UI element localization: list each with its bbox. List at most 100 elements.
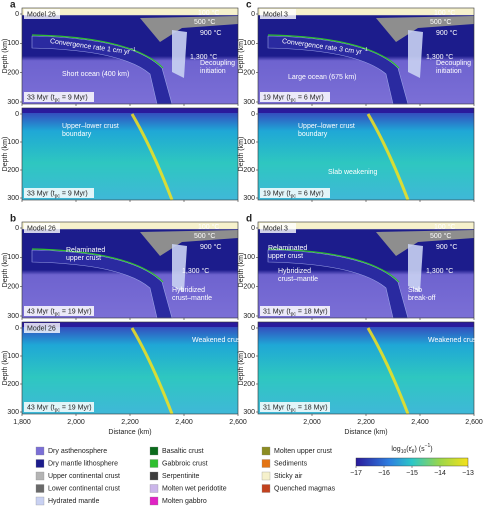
- text-part: = 6 Myr): [296, 94, 324, 101]
- text-part: 33 Myr (t: [27, 94, 55, 101]
- text-part: break-off: [408, 295, 436, 302]
- y-axis-label: Depth (km): [2, 351, 9, 386]
- y-tick-label: 100: [243, 40, 255, 47]
- legend-swatch: [261, 459, 271, 468]
- legend-label: Basaltic crust: [162, 448, 204, 455]
- legend-label: Sticky air: [274, 473, 303, 480]
- text-part: 10: [401, 449, 407, 455]
- x-tick-label: 2,600: [229, 419, 247, 426]
- panel: 0 100 200 300 Depth (km) 19 Myr (tpc = 6 Myr)…: [238, 107, 475, 202]
- shear-zone: [366, 113, 410, 201]
- text-part: 1,300 °C: [182, 267, 209, 275]
- annotation: Hybridized crust–mantle: [172, 287, 212, 302]
- x-axis-label: Distance (km): [108, 429, 151, 436]
- text-part: crust–mantle: [172, 295, 212, 302]
- panel: 0 100 200 300 Depth (km) 33 Myr (tpc = 9 Myr)…: [2, 107, 239, 202]
- x-tick-label: 2,200: [357, 419, 375, 426]
- model-label: Model 26: [27, 225, 56, 232]
- annotation: Upper–lower crust boundary: [62, 123, 119, 138]
- panel: 0 100 200 300 Depth (km) 2,000 2,200 2,400 2,600…: [238, 321, 483, 436]
- text-part: 500 °C: [194, 18, 215, 26]
- y-tick-label: 100: [7, 353, 19, 360]
- text-part: 900 °C: [436, 29, 457, 37]
- annotation: 100 °C: [434, 9, 455, 17]
- hydrated-mantle: [172, 244, 187, 292]
- y-tick-label: 100: [7, 254, 19, 261]
- text-part: pc: [291, 312, 297, 318]
- legend-swatch: [149, 459, 159, 468]
- y-tick-label: 300: [243, 313, 255, 320]
- y-axis-label: Depth (km): [238, 351, 245, 386]
- legend-swatch: [261, 484, 271, 493]
- text-part: = 9 Myr): [60, 190, 88, 197]
- text-part: Decoupling: [200, 60, 235, 67]
- model-label: Model 26: [27, 325, 56, 332]
- annotation: 1,300 °C: [426, 267, 453, 275]
- legend-swatch: [35, 459, 45, 468]
- y-tick-label: 100: [243, 139, 255, 146]
- text-part: = 18 Myr): [296, 308, 328, 315]
- text-part: = 9 Myr): [60, 94, 88, 101]
- text-part: = 19 Myr): [60, 308, 92, 315]
- annotation: 500 °C: [430, 18, 451, 26]
- basaltic-crust: [31, 248, 164, 283]
- legend-swatch: [149, 446, 159, 456]
- annotation: 1,300 °C: [426, 53, 453, 61]
- annotation: 500 °C: [194, 18, 215, 26]
- time-label: 33 Myr (tpc = 9 Myr): [27, 190, 88, 199]
- legend-swatch: [149, 484, 159, 493]
- text-part: Large ocean (675 km): [288, 74, 356, 81]
- legend-label: Molten upper crust: [274, 448, 332, 455]
- text-part: 500 °C: [430, 232, 451, 240]
- y-tick-label: 200: [243, 167, 255, 174]
- y-axis-label: Depth (km): [238, 253, 245, 288]
- x-tick-label: 2,600: [465, 419, 483, 426]
- text-part: 100 °C: [434, 223, 455, 231]
- legend-label: Sediments: [274, 460, 308, 467]
- time-label: 19 Myr (tpc = 6 Myr): [263, 190, 324, 199]
- text-part: Weakened crust: [192, 337, 243, 344]
- time-box: [24, 92, 94, 102]
- annotation: 100 °C: [434, 223, 455, 231]
- y-axis-label: Depth (km): [2, 253, 9, 288]
- y-tick-label: 300: [243, 99, 255, 106]
- text-part: = 19 Myr): [60, 404, 92, 411]
- x-axis-label: Distance (km): [344, 429, 387, 436]
- annotation: 900 °C: [436, 29, 457, 37]
- text-part: 900 °C: [200, 29, 221, 37]
- panel-label: b: [10, 214, 16, 225]
- text-part: 500 °C: [430, 18, 451, 26]
- model-box: [24, 323, 60, 333]
- annotation: Decoupling initiation: [200, 60, 235, 75]
- annotation: 900 °C: [200, 29, 221, 37]
- text-part: pc: [55, 312, 61, 318]
- text-part: Slab: [408, 287, 422, 294]
- text-part: Relaminated: [66, 247, 105, 254]
- text-part: Upper–lower crust: [62, 123, 119, 130]
- time-label: 33 Myr (tpc = 9 Myr): [27, 94, 88, 103]
- shear-zone: [130, 113, 174, 201]
- annotation: Slab break-off: [408, 287, 436, 302]
- text-part: Hybridized: [278, 268, 311, 275]
- panel: 0 100 200 300 Depth (km) d Model 3 31 Myr (tpc …: [238, 214, 475, 320]
- text-part: pc: [291, 408, 297, 414]
- y-tick-label: 0: [251, 11, 255, 18]
- text-part: 900 °C: [200, 243, 221, 251]
- y-tick-label: 0: [15, 11, 19, 18]
- legend-label: Dry asthenosphere: [48, 448, 107, 455]
- legend-label: Molten wet peridotite: [162, 485, 227, 492]
- y-tick-label: 300: [7, 99, 19, 106]
- time-label: 31 Myr (tpc = 18 Myr): [263, 308, 328, 317]
- annotation: 900 °C: [436, 243, 457, 251]
- time-box: [260, 188, 330, 198]
- annotation: Relaminated upper crust: [268, 245, 307, 260]
- text-part: Upper–lower crust: [298, 123, 355, 130]
- hydrated-mantle: [408, 244, 423, 292]
- legend-label: Dry mantle lithosphere: [48, 460, 118, 467]
- y-axis-label: Depth (km): [238, 137, 245, 172]
- text-part: pc: [291, 194, 297, 200]
- y-tick-label: 0: [251, 325, 255, 332]
- annotation: Relaminated upper crust: [66, 247, 105, 262]
- y-tick-label: 100: [243, 254, 255, 261]
- model-box: [24, 9, 60, 19]
